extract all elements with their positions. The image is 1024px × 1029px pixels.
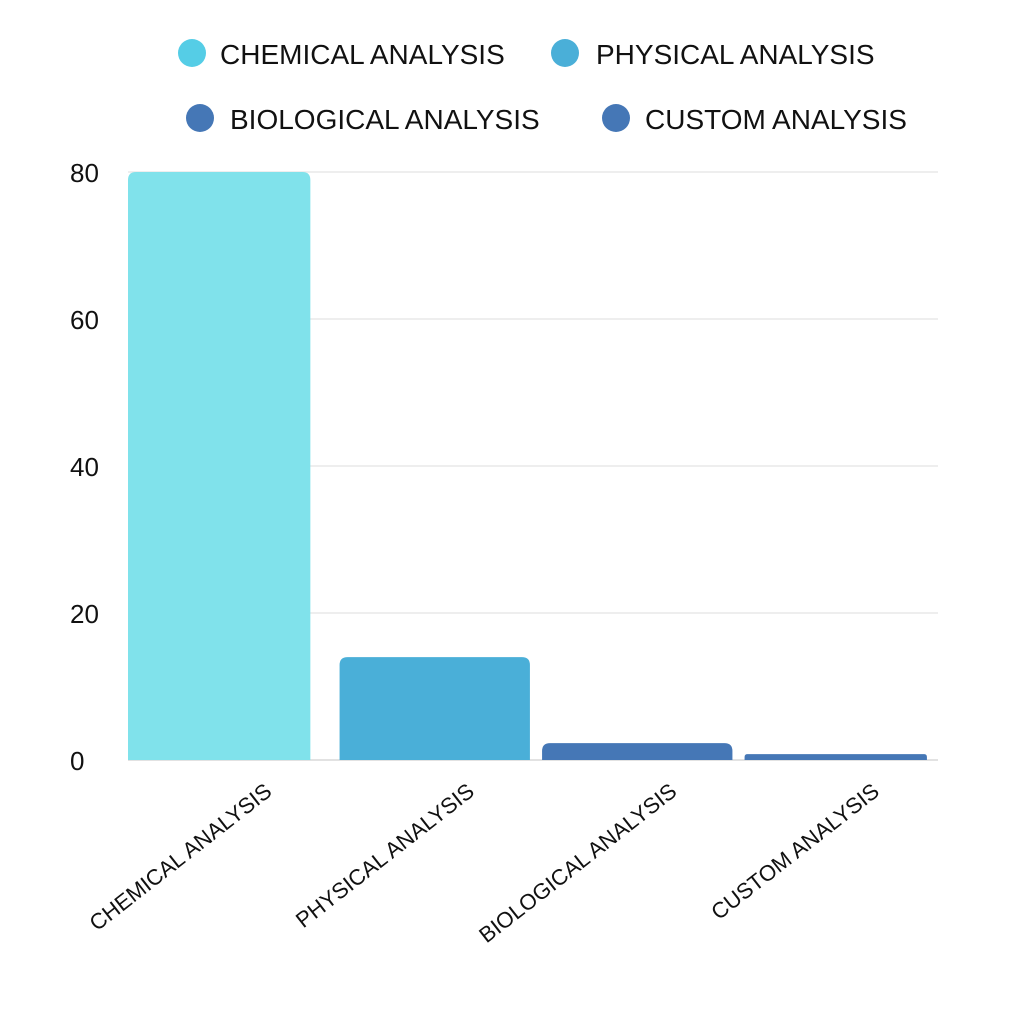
legend-label-custom: CUSTOM ANALYSIS — [645, 104, 907, 135]
legend-label-chemical: CHEMICAL ANALYSIS — [220, 39, 505, 70]
bar-chemical-analysis — [128, 172, 311, 760]
legend-label-physical: PHYSICAL ANALYSIS — [596, 39, 875, 70]
x-tick-label: PHYSICAL ANALYSIS — [291, 778, 479, 932]
y-tick-label: 80 — [70, 158, 99, 188]
legend-marker-physical — [551, 39, 579, 67]
y-tick-label: 60 — [70, 305, 99, 335]
y-axis-ticks: 0 20 40 60 80 — [70, 158, 99, 776]
legend-item-biological: BIOLOGICAL ANALYSIS — [186, 104, 540, 135]
bar-biological-analysis — [542, 743, 733, 760]
legend-label-biological: BIOLOGICAL ANALYSIS — [230, 104, 540, 135]
x-tick-label: BIOLOGICAL ANALYSIS — [474, 778, 681, 948]
x-tick-label: CHEMICAL ANALYSIS — [85, 778, 277, 935]
bar-physical-analysis — [339, 657, 530, 760]
legend-item-custom: CUSTOM ANALYSIS — [602, 104, 907, 135]
legend-marker-chemical — [178, 39, 206, 67]
legend-item-physical: PHYSICAL ANALYSIS — [551, 39, 875, 70]
y-tick-label: 20 — [70, 599, 99, 629]
legend: CHEMICAL ANALYSIS PHYSICAL ANALYSIS BIOL… — [178, 39, 907, 135]
y-tick-label: 40 — [70, 452, 99, 482]
x-tick-label: CUSTOM ANALYSIS — [706, 778, 884, 924]
bar-custom-analysis — [744, 754, 927, 760]
y-tick-label: 0 — [70, 746, 84, 776]
legend-item-chemical: CHEMICAL ANALYSIS — [178, 39, 505, 70]
legend-marker-biological — [186, 104, 214, 132]
legend-marker-custom — [602, 104, 630, 132]
bars — [128, 172, 927, 760]
x-axis-ticks: CHEMICAL ANALYSIS PHYSICAL ANALYSISBIOLOG… — [85, 778, 884, 948]
